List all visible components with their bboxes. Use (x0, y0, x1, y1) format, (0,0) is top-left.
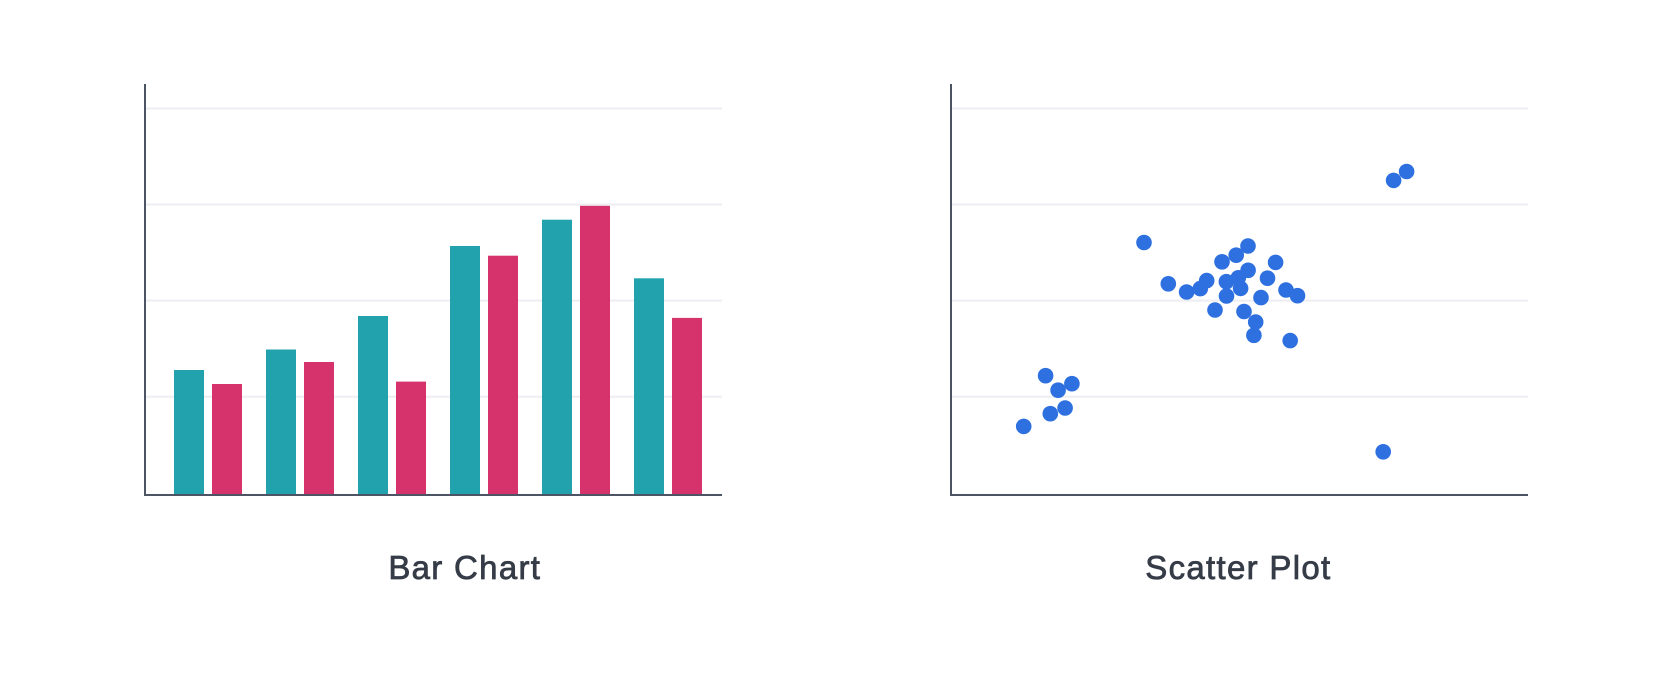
svg-text:Bar Chart: Bar Chart (388, 549, 541, 586)
svg-text:Scatter Plot: Scatter Plot (1145, 549, 1331, 586)
